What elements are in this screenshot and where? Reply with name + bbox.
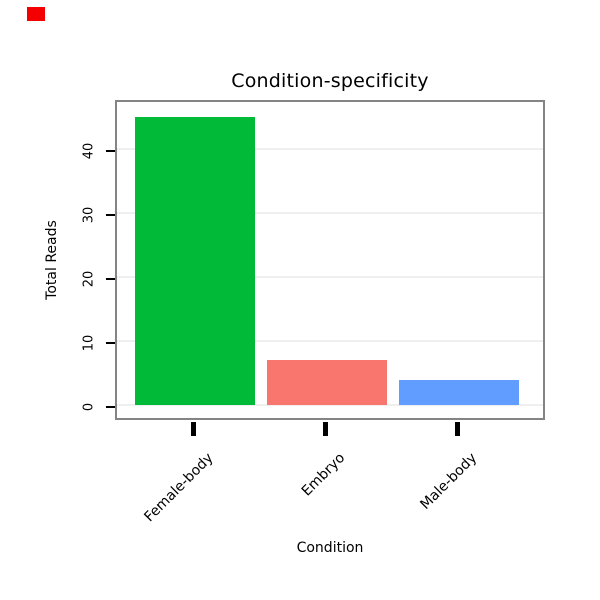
gridline <box>117 340 543 343</box>
y-tick-mark <box>106 406 115 409</box>
y-tick-label: 40 <box>81 142 97 160</box>
gridline <box>117 276 543 279</box>
bar <box>267 360 387 406</box>
gridline <box>117 148 543 151</box>
x-tick-label: Female-body <box>141 450 217 526</box>
x-tick-label: Male-body <box>417 450 481 513</box>
y-tick-mark <box>106 214 115 217</box>
y-tick-label: 30 <box>81 206 97 224</box>
red-marker <box>27 7 45 21</box>
y-tick-mark <box>106 342 115 345</box>
x-tick-mark <box>322 422 328 436</box>
y-tick-mark <box>106 150 115 153</box>
bar <box>399 379 519 406</box>
y-tick-mark <box>106 278 115 281</box>
y-tick-label: 10 <box>81 334 97 352</box>
y-tick-label: 0 <box>81 403 97 412</box>
x-tick-mark <box>190 422 196 436</box>
x-axis-label: Condition <box>296 540 364 556</box>
chart-title: Condition-specificity <box>231 70 429 92</box>
plot-area <box>115 100 545 420</box>
x-tick-label: Embryo <box>298 450 349 500</box>
y-axis-label: Total Reads <box>44 220 60 300</box>
gridline <box>117 212 543 215</box>
y-tick-label: 20 <box>81 270 97 288</box>
gridline <box>117 404 543 407</box>
bar <box>135 117 255 406</box>
x-tick-mark <box>454 422 460 436</box>
